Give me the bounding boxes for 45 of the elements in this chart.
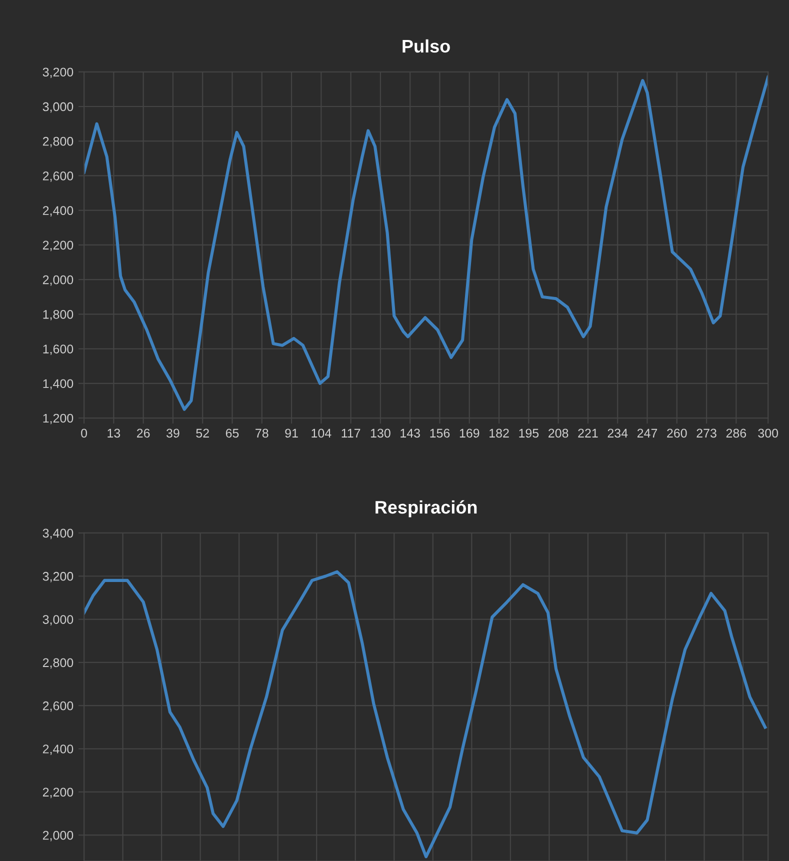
y-tick-label: 2,200 — [42, 240, 74, 252]
y-tick-label: 2,200 — [42, 788, 74, 798]
y-tick-label: 2,400 — [42, 206, 74, 216]
y-tick-label: 3,200 — [42, 68, 74, 78]
x-tick-label: 91 — [285, 428, 298, 438]
x-tick-label: 273 — [696, 428, 716, 438]
x-tick-label: 0 — [81, 428, 88, 438]
y-tick-label: 1,400 — [43, 379, 74, 390]
x-tick-label: 156 — [430, 428, 450, 438]
x-tick-label: 169 — [460, 428, 480, 438]
x-tick-label: 247 — [637, 428, 658, 438]
x-tick-label: 182 — [490, 428, 509, 438]
x-tick-label: 78 — [256, 428, 268, 438]
x-tick-label: 13 — [108, 428, 120, 438]
y-tick-label: 2,600 — [42, 172, 74, 182]
x-tick-label: 117 — [342, 428, 360, 438]
y-tick-label: 2,400 — [42, 744, 74, 755]
chart-title: Respiración — [376, 500, 477, 518]
x-tick-label: 300 — [758, 428, 778, 438]
x-tick-label: 195 — [519, 428, 539, 438]
y-tick-label: 2,600 — [42, 701, 74, 712]
x-tick-label: 26 — [136, 428, 150, 438]
x-tick-label: 234 — [608, 428, 628, 438]
y-tick-label: 3,000 — [42, 615, 74, 626]
y-tick-label: 3,400 — [42, 528, 74, 540]
x-tick-label: 52 — [196, 428, 209, 438]
y-tick-label: 1,200 — [43, 414, 74, 424]
x-tick-label: 65 — [226, 428, 239, 438]
x-tick-label: 104 — [312, 428, 332, 438]
x-tick-label: 260 — [667, 428, 687, 438]
x-tick-label: 39 — [166, 428, 180, 438]
x-tick-label: 130 — [370, 428, 390, 438]
y-tick-label: 3,000 — [42, 102, 74, 113]
x-tick-label: 208 — [548, 428, 568, 438]
x-tick-label: 221 — [578, 428, 598, 438]
y-tick-label: 2,000 — [42, 830, 74, 842]
y-tick-label: 1,600 — [43, 344, 74, 355]
y-tick-label: 2,800 — [42, 136, 74, 148]
y-tick-label: 1,800 — [43, 310, 74, 320]
y-tick-label: 2,800 — [42, 658, 74, 669]
chart-title: Pulso — [402, 39, 450, 53]
y-tick-label: 2,000 — [42, 275, 74, 286]
x-tick-label: 286 — [726, 428, 746, 438]
y-tick-label: 3,200 — [42, 572, 74, 582]
x-tick-label: 143 — [400, 428, 420, 438]
